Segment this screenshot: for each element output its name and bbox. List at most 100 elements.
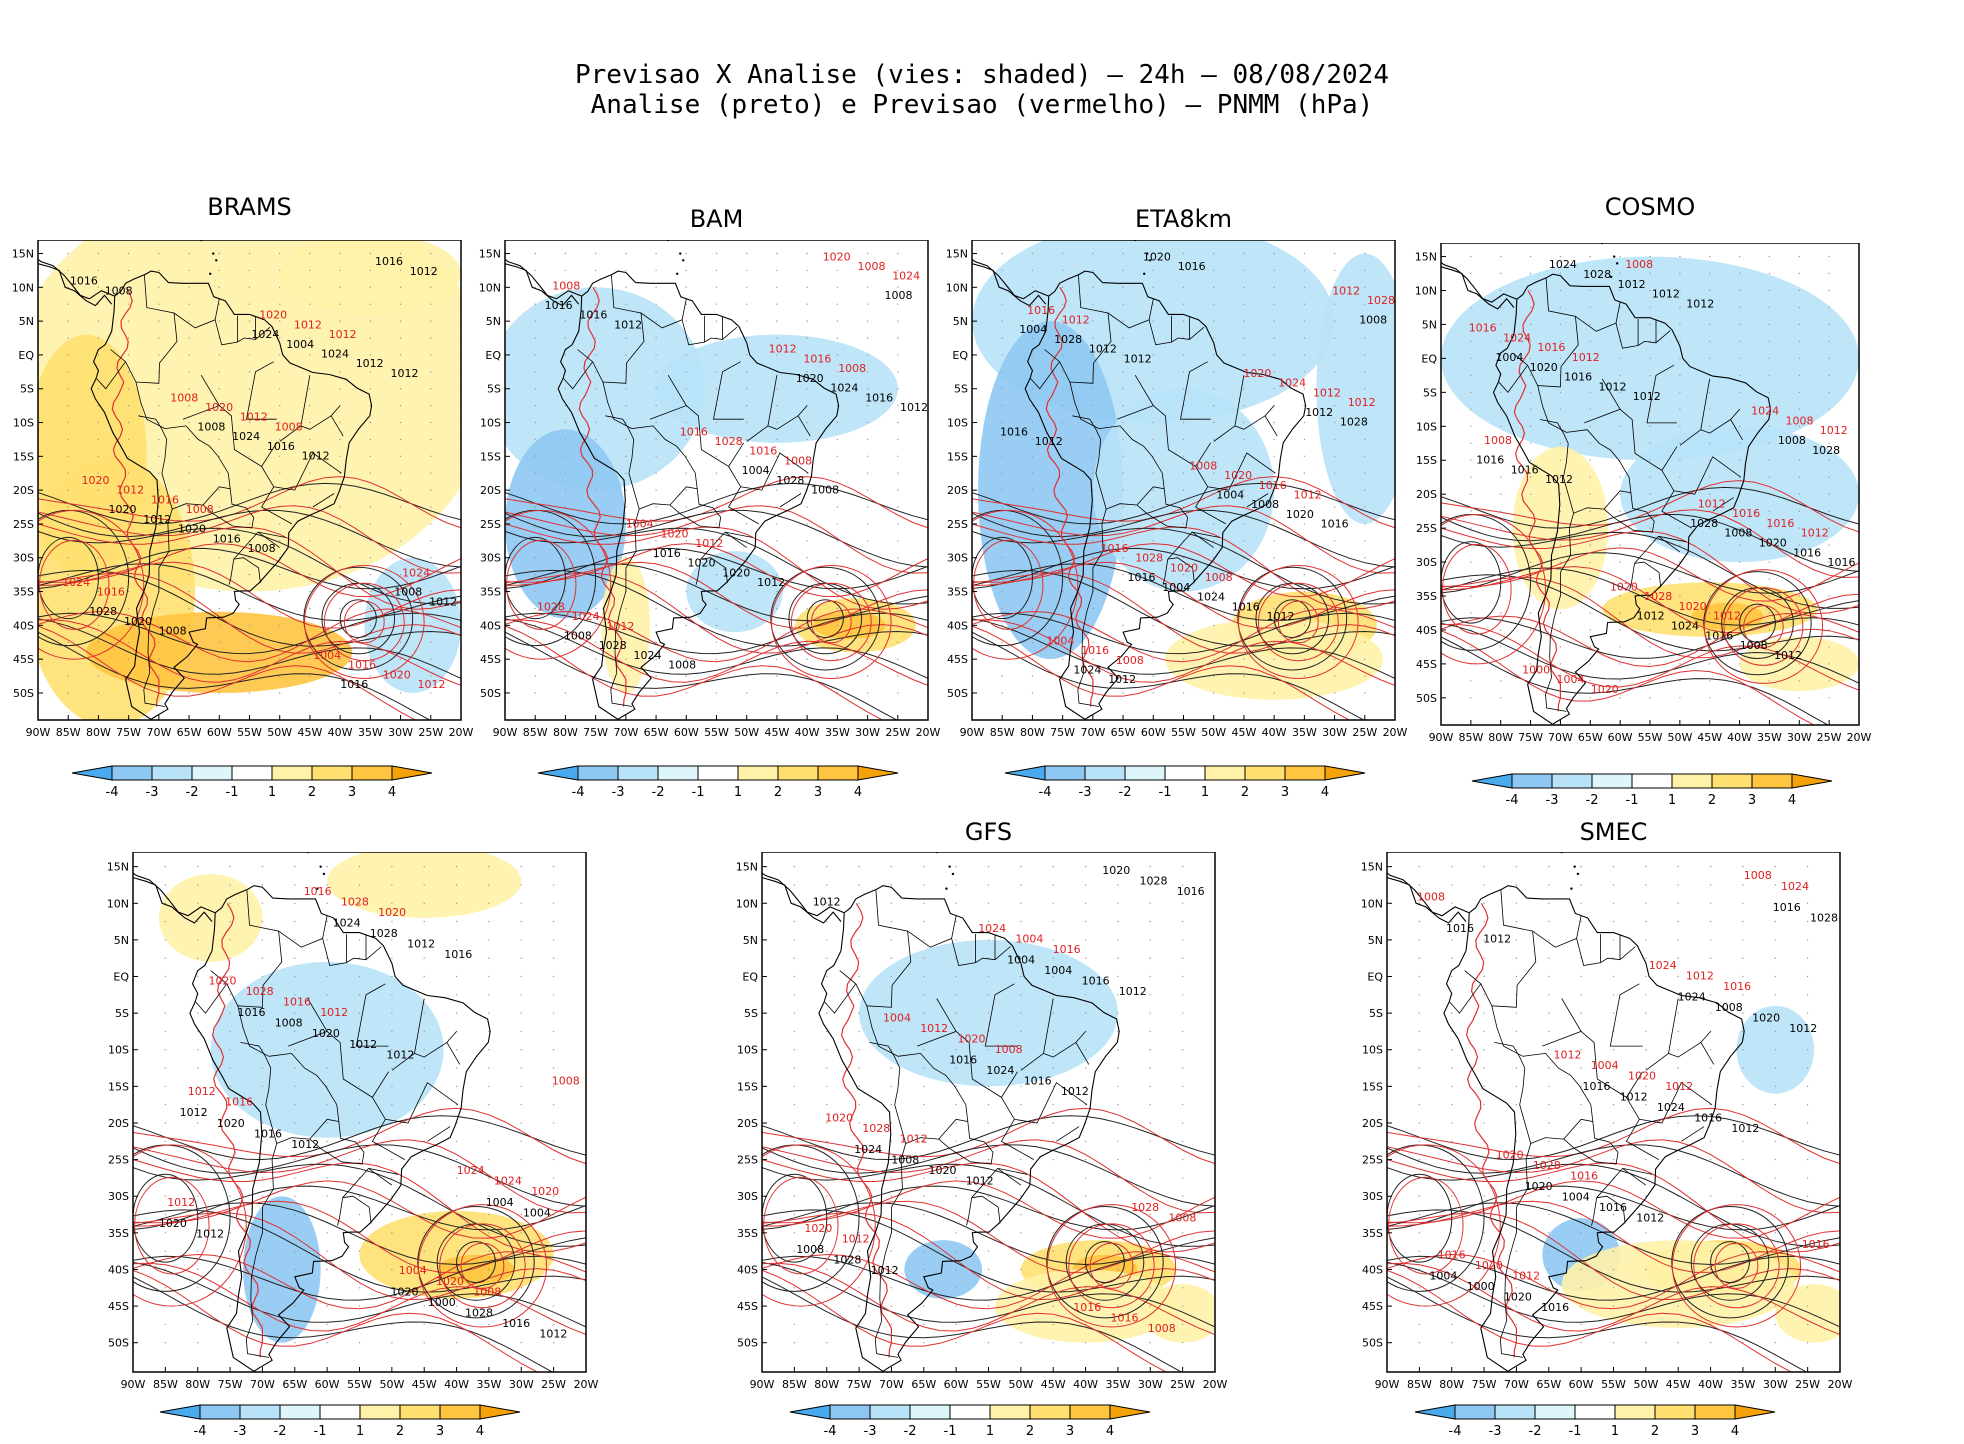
lat-tick-label: 30S bbox=[480, 552, 501, 565]
isobar-label-analysis: 1012 bbox=[429, 596, 457, 609]
map-svg: 1012 1012 1012 1012 1016 1012 1008 1016 1012 1016… bbox=[1415, 243, 1872, 744]
colorbar-label: 3 bbox=[1691, 1424, 1699, 1439]
lon-tick-label: 85W bbox=[153, 1378, 178, 1391]
isobar-label-forecast: 1012 bbox=[116, 484, 144, 497]
lon-tick-label: 20W bbox=[1828, 1378, 1853, 1391]
coastline bbox=[1387, 872, 1745, 1372]
lon-tick-label: 50W bbox=[1667, 731, 1692, 744]
lat-tick-label: 45S bbox=[13, 653, 34, 666]
isobar-label-analysis: 1016 bbox=[1232, 600, 1260, 613]
lat-tick-label: 40S bbox=[737, 1264, 758, 1277]
isobar-label-analysis: 1024 bbox=[232, 430, 260, 443]
colorbar: -4 -3 -2 -1 1 2 3 4 bbox=[1452, 773, 1852, 813]
lat-tick-label: 10S bbox=[1416, 420, 1437, 433]
colorbar-swatch bbox=[391, 765, 433, 781]
isobar-label-forecast: 1012 bbox=[188, 1085, 216, 1098]
isobar-label-analysis: 1020 bbox=[124, 615, 152, 628]
colorbar-label: -2 bbox=[274, 1424, 287, 1439]
lon-tick-label: 50W bbox=[734, 726, 759, 739]
lon-tick-label: 60W bbox=[944, 1378, 969, 1391]
isobar-label-analysis: 1016 bbox=[1793, 546, 1821, 559]
colorbar-label: -1 bbox=[1569, 1424, 1582, 1439]
colorbar-label: 1 bbox=[734, 785, 742, 800]
isobar-label-analysis: 1020 bbox=[1759, 537, 1787, 550]
colorbar-swatch bbox=[1591, 773, 1633, 789]
lon-tick-label: 65W bbox=[1578, 731, 1603, 744]
isobar-label-analysis: 1012 bbox=[1545, 473, 1573, 486]
lat-tick-label: 15N bbox=[1361, 861, 1383, 874]
colorbar-swatch bbox=[71, 765, 113, 781]
colorbar-swatch bbox=[1029, 1404, 1071, 1420]
isobar-label-analysis: 1024 bbox=[1073, 664, 1101, 677]
isobar-label-forecast: 1020 bbox=[82, 474, 110, 487]
map-svg: 1012 1012 1012 1008 1008 1016 1020 1016 1024 1028… bbox=[479, 240, 941, 739]
colorbar-swatch bbox=[1551, 773, 1593, 789]
colorbar-swatch bbox=[239, 1404, 281, 1420]
isobar-label-forecast: 1020 bbox=[1628, 1069, 1656, 1082]
lat-tick-label: 25S bbox=[13, 518, 34, 531]
isobar-label-analysis: 1016 bbox=[1446, 922, 1474, 935]
colorbar-label: 2 bbox=[1026, 1424, 1034, 1439]
map-content: 1012 1012 1012 1016 1012 1012 1016 1016 1012 1020… bbox=[133, 852, 586, 1372]
lon-tick-label: 65W bbox=[177, 726, 202, 739]
isobar-label-analysis: 1008 bbox=[1778, 434, 1806, 447]
isobar-label-forecast: 1008 bbox=[1168, 1212, 1196, 1225]
isobar-label-analysis: 1016 bbox=[1583, 1080, 1611, 1093]
colorbar-label: 3 bbox=[1748, 793, 1756, 808]
lon-tick-label: 85W bbox=[782, 1378, 807, 1391]
lon-tick-label: 25W bbox=[1170, 1378, 1195, 1391]
colorbar-swatch bbox=[1734, 1404, 1776, 1420]
lon-tick-label: 50W bbox=[1008, 1378, 1033, 1391]
colorbar-label: 1 bbox=[1611, 1424, 1619, 1439]
lon-tick-label: 55W bbox=[704, 726, 729, 739]
isobar-label-forecast: 1024 bbox=[1781, 880, 1809, 893]
lon-tick-label: 50W bbox=[1633, 1378, 1658, 1391]
map-content: 1012 1012 1012 1012 1016 1012 1008 1016 1012 1016… bbox=[1441, 243, 1859, 725]
lat-tick-label: 15S bbox=[1362, 1080, 1383, 1093]
colorbar-swatch bbox=[989, 1404, 1031, 1420]
isobar-label-forecast: 1012 bbox=[1572, 351, 1600, 364]
isobar-label-analysis: 1008 bbox=[197, 420, 225, 433]
isobar-label-analysis: 1016 bbox=[375, 255, 403, 268]
isobar-label-analysis: 1008 bbox=[1251, 498, 1279, 511]
isobar-label-analysis: 1008 bbox=[1715, 1001, 1743, 1014]
colorbar-label: 2 bbox=[1241, 785, 1249, 800]
isobar-label-forecast: 1012 bbox=[695, 537, 723, 550]
isobar-lines bbox=[762, 902, 1215, 1372]
colorbar-label: -1 bbox=[226, 785, 239, 800]
country-borders bbox=[1449, 890, 1715, 1358]
lat-tick-label: 15N bbox=[946, 248, 968, 261]
figure-title-line1: Previsao X Analise (vies: shaded) – 24h … bbox=[575, 60, 1389, 90]
isobar-label-forecast: 1008 bbox=[1116, 654, 1144, 667]
lon-tick-label: 25W bbox=[1352, 726, 1377, 739]
lat-tick-label: 35S bbox=[480, 586, 501, 599]
isobar-label-analysis: 1004 bbox=[1495, 351, 1523, 364]
isobar-label-analysis: 1012 bbox=[1483, 932, 1511, 945]
isobar-lines bbox=[1441, 290, 1859, 725]
isobar-label-forecast: 1012 bbox=[920, 1022, 948, 1035]
colorbar-swatch bbox=[1454, 1404, 1496, 1420]
map-panel: 1008 1008 1012 1008 1012 1016 1016 1012 1020 1016… bbox=[0, 240, 475, 750]
isobar-label-analysis: 1016 bbox=[865, 391, 893, 404]
isobar-label-analysis: 1016 bbox=[579, 309, 607, 322]
isobar-label-forecast: 1020 bbox=[661, 527, 689, 540]
isobar-label-analysis: 1008 bbox=[668, 659, 696, 672]
isobar-label-forecast: 1020 bbox=[378, 906, 406, 919]
isobar-label-analysis: 1016 bbox=[70, 275, 98, 288]
colorbar-label: -4 bbox=[1506, 793, 1519, 808]
lon-tick-label: 40W bbox=[328, 726, 353, 739]
isobar-label-analysis: 1024 bbox=[321, 348, 349, 361]
isobar-label-analysis: 1020 bbox=[688, 557, 716, 570]
isobar-label-analysis: 1016 bbox=[213, 532, 241, 545]
lon-tick-label: 75W bbox=[583, 726, 608, 739]
lon-tick-label: 65W bbox=[282, 1378, 307, 1391]
colorbar-swatch bbox=[537, 765, 579, 781]
isobar-label-analysis: 1004 bbox=[1429, 1270, 1457, 1283]
grid-dots bbox=[505, 252, 928, 694]
lat-tick-label: 5S bbox=[115, 1007, 129, 1020]
isobar-label-analysis: 1020 bbox=[1530, 361, 1558, 374]
isobar-label-forecast: 1012 bbox=[1713, 610, 1741, 623]
colorbar-swatch bbox=[1414, 1404, 1456, 1420]
isobar-label-forecast: 1012 bbox=[606, 620, 634, 633]
isobar-label-forecast: 1012 bbox=[418, 678, 446, 691]
